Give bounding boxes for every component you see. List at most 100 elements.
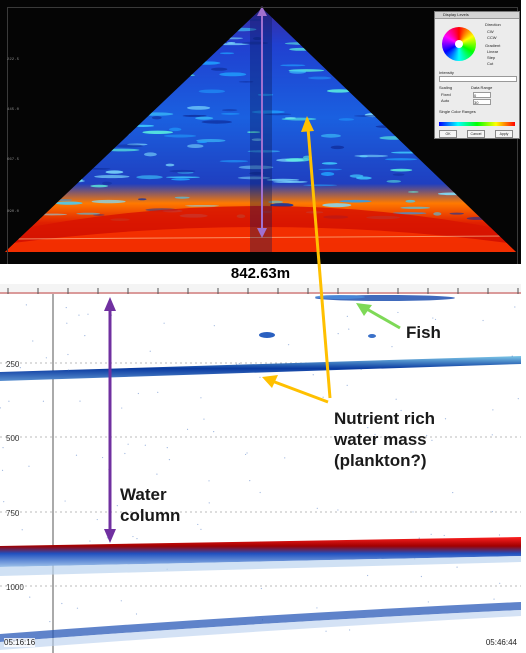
echogram-panel: 250 500 750 1000 05:16:16 05:46:44 <box>0 284 521 653</box>
ok-button[interactable]: OK <box>439 130 457 138</box>
sonar-echo-streak <box>327 89 352 93</box>
echo-speck <box>452 491 454 494</box>
sonar-echo-streak <box>280 64 306 67</box>
echo-speck <box>163 322 165 324</box>
echo-speck <box>337 509 339 511</box>
sonar-echo-streak <box>330 145 345 150</box>
sonar-echo-streak <box>90 184 109 188</box>
echo-speck <box>208 502 210 504</box>
depth-label-250: 250 <box>6 360 20 369</box>
echo-speck <box>395 398 397 400</box>
echo-speck <box>374 433 376 436</box>
depth-tick: 445.0 <box>7 108 20 112</box>
echo-speck <box>235 363 238 365</box>
depth-tick: 667.5 <box>7 158 20 162</box>
depth-tick: 890.0 <box>7 210 20 214</box>
echo-speck <box>75 454 78 456</box>
echo-speck <box>101 456 104 459</box>
water-column-line-1: Water <box>120 485 167 504</box>
gradient-option-step[interactable]: Step <box>487 55 496 60</box>
echo-speck <box>45 357 47 359</box>
echo-speck <box>25 304 27 306</box>
echo-speck <box>124 452 126 455</box>
echo-speck <box>127 443 129 445</box>
sonar-echo-streak <box>182 114 207 117</box>
sonar-echo-streak <box>238 81 254 83</box>
single-color-label: Single Color Ranges <box>439 109 476 114</box>
sonar-echo-streak <box>171 178 191 181</box>
echo-speck <box>87 313 89 315</box>
sonar-echo-streak <box>449 212 464 215</box>
display-levels-dialog[interactable]: Display Levels Direction CW CCW Gradient… <box>434 11 520 139</box>
intensity-slider[interactable] <box>439 76 517 82</box>
echo-speck <box>346 315 348 317</box>
data-range-min[interactable]: 0 <box>473 92 491 98</box>
sonar-echo-streak <box>405 199 416 203</box>
sonar-echo-streak <box>400 206 431 209</box>
sonar-echo-streak <box>354 154 389 158</box>
sonar-echo-streak <box>226 42 236 44</box>
echo-speck <box>482 319 484 322</box>
sonar-echo-streak <box>390 168 413 172</box>
sonar-echo-streak <box>221 112 240 115</box>
echo-speck <box>144 444 146 446</box>
nutrient-line-1: Nutrient rich <box>334 409 436 428</box>
sonar-echo-streak <box>165 176 200 179</box>
sonar-echo-streak <box>392 212 427 215</box>
echo-speck <box>67 353 69 356</box>
sonar-echo-streak <box>137 198 147 201</box>
sonar-fan-display: 222.5 445.0 667.5 890.0 Display Levels D… <box>0 0 521 265</box>
depth-label-500: 500 <box>6 434 20 443</box>
gradient-option-linear[interactable]: Linear <box>487 49 499 54</box>
sonar-echo-streak <box>433 212 442 216</box>
scaling-option-fixed[interactable]: Fixed <box>441 92 451 97</box>
echo-speck <box>76 607 79 609</box>
echo-speck <box>514 306 516 308</box>
data-range-max[interactable]: 30 <box>473 99 491 105</box>
direction-option-ccw[interactable]: CCW <box>487 35 497 40</box>
sonar-echo-streak <box>268 200 284 204</box>
sonar-echo-streak <box>198 89 226 94</box>
echo-speck <box>149 350 151 352</box>
sonar-fan-image <box>5 6 516 252</box>
echo-speck <box>284 457 286 459</box>
echo-speck <box>186 428 189 430</box>
direction-option-cw[interactable]: CW <box>487 29 494 34</box>
echo-speck <box>8 365 10 368</box>
sonar-echo-streak <box>187 144 204 149</box>
echo-speck <box>400 409 402 412</box>
time-start: 05:16:16 <box>4 638 36 647</box>
sonar-echo-streak <box>101 181 113 186</box>
echo-speck <box>66 322 68 324</box>
sonar-echo-streak <box>289 69 307 74</box>
cancel-button[interactable]: Cancel <box>467 130 485 138</box>
sonar-echo-streak <box>184 205 220 207</box>
apply-button[interactable]: Apply <box>495 130 513 138</box>
echo-speck <box>492 409 494 411</box>
color-wheel[interactable] <box>442 27 476 61</box>
echo-speck <box>89 540 91 542</box>
water-column-annotation: Water column <box>120 484 180 526</box>
echo-speck <box>135 613 138 615</box>
echo-speck <box>200 397 202 399</box>
sonar-echo-streak <box>308 76 332 80</box>
sonar-echo-streak <box>211 67 228 71</box>
sonar-echo-streak <box>187 106 211 110</box>
sonar-echo-streak <box>349 174 364 178</box>
echo-speck <box>19 367 21 369</box>
nutrient-line-2: water mass <box>334 430 427 449</box>
scaling-option-auto[interactable]: Auto <box>441 98 450 103</box>
sonar-echo-streak <box>144 152 157 157</box>
gradient-option-cut[interactable]: Cut <box>487 61 494 66</box>
sonar-echo-streak <box>94 175 130 179</box>
echo-speck <box>322 396 324 398</box>
echo-speck <box>493 598 495 600</box>
time-end: 05:46:44 <box>485 638 517 647</box>
sonar-echo-streak <box>320 172 335 176</box>
echo-speck <box>67 369 70 371</box>
echo-speck <box>337 333 339 335</box>
sonar-echo-streak <box>163 134 197 138</box>
echo-speck <box>120 600 122 602</box>
sonar-echo-streak <box>322 203 352 208</box>
sonar-echo-streak <box>142 130 174 134</box>
